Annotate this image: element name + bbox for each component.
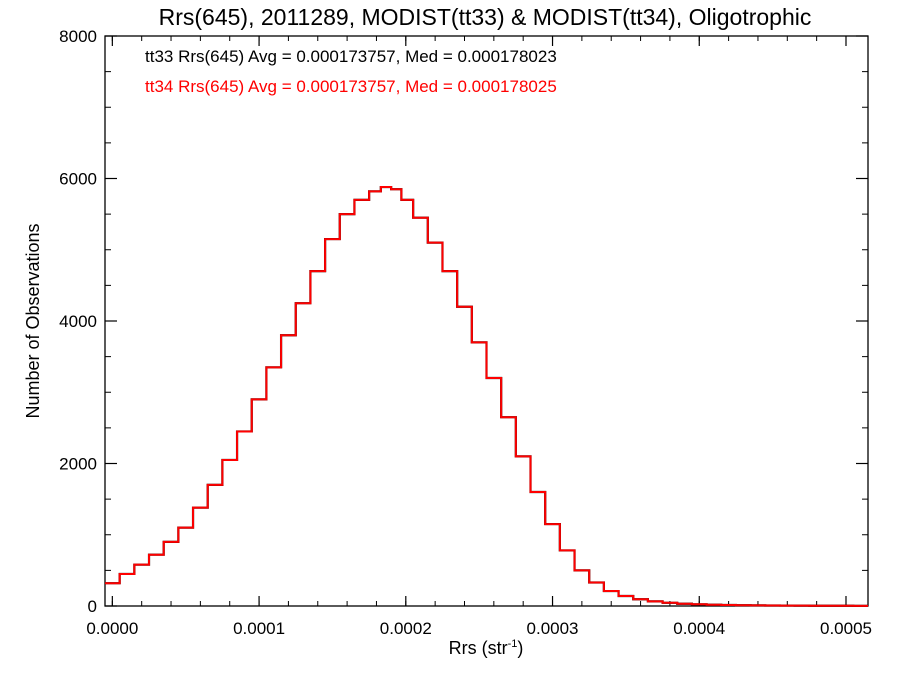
annotation-tt34: tt34 Rrs(645) Avg = 0.000173757, Med = 0… bbox=[145, 77, 557, 96]
plot-frame bbox=[104, 35, 869, 607]
y-tick-label: 4000 bbox=[59, 312, 97, 331]
x-tick-label: 0.0003 bbox=[527, 619, 579, 638]
y-tick-label: 8000 bbox=[59, 27, 97, 46]
x-axis: 0.0000 0.0001 0.0002 0.0003 0.0004 0.0005 bbox=[86, 36, 872, 638]
series-tt33-line bbox=[105, 185, 868, 607]
x-tick-label: 0.0002 bbox=[380, 619, 432, 638]
y-tick-label: 2000 bbox=[59, 455, 97, 474]
series-layer bbox=[105, 185, 868, 607]
x-axis-label-superscript: -1 bbox=[508, 638, 518, 650]
x-axis-label-main: Rrs (str bbox=[449, 638, 508, 658]
y-axis: 0 2000 4000 6000 8000 bbox=[59, 27, 868, 616]
x-axis-label-close: ) bbox=[517, 638, 523, 658]
y-axis-label: Number of Observations bbox=[23, 223, 43, 418]
x-tick-label: 0.0004 bbox=[673, 619, 725, 638]
series-tt34-line bbox=[105, 186, 868, 607]
annotation-tt33: tt33 Rrs(645) Avg = 0.000173757, Med = 0… bbox=[145, 47, 557, 66]
y-tick-label: 0 bbox=[88, 597, 97, 616]
x-axis-label: Rrs (str-1) bbox=[449, 638, 524, 658]
x-tick-label: 0.0005 bbox=[820, 619, 872, 638]
x-tick-label: 0.0001 bbox=[233, 619, 285, 638]
chart-title: Rrs(645), 2011289, MODIST(tt33) & MODIST… bbox=[159, 4, 812, 30]
y-tick-label: 6000 bbox=[59, 170, 97, 189]
x-tick-label: 0.0000 bbox=[86, 619, 138, 638]
